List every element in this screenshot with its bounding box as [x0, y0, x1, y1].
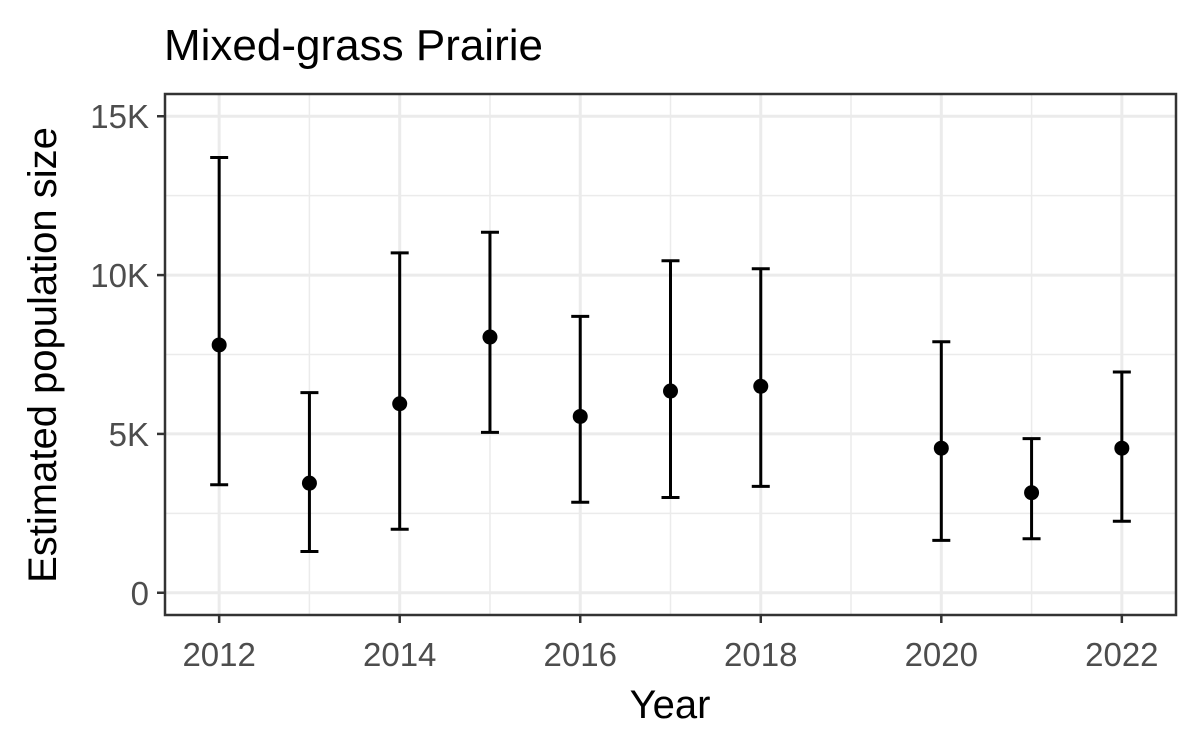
data-point: [1114, 440, 1130, 456]
data-points: [211, 329, 1130, 501]
data-point: [753, 378, 769, 394]
y-tick-label: 0: [131, 575, 149, 612]
y-tick-label: 5K: [109, 416, 149, 453]
x-tick-label: 2014: [363, 636, 436, 673]
data-point: [1024, 485, 1040, 501]
chart-title: Mixed-grass Prairie: [164, 21, 543, 70]
data-point: [933, 440, 949, 456]
data-point: [663, 383, 678, 399]
x-tick-label: 2012: [182, 636, 255, 673]
x-tick-label: 2020: [905, 636, 978, 673]
data-point: [211, 337, 227, 353]
error-bar: [661, 259, 680, 499]
x-tick-label: 2018: [724, 636, 797, 673]
y-tick-label: 10K: [90, 257, 149, 294]
error-bar: [300, 391, 319, 553]
error-bar: [751, 267, 770, 488]
data-point: [392, 396, 408, 412]
y-tick-label: 15K: [90, 98, 149, 135]
error-bar: [210, 156, 229, 487]
axis-ticks: [157, 114, 1124, 623]
panel-border: [163, 92, 1178, 617]
x-tick-label: 2016: [544, 636, 617, 673]
x-tick-label: 2022: [1085, 636, 1158, 673]
axis-tick-labels: 2012 2014 2016 2018 2020 2022 0 5K 10K 15K: [90, 98, 1158, 673]
data-point: [301, 475, 317, 491]
y-axis-title: Estimated population size: [21, 127, 65, 583]
data-point: [482, 329, 498, 345]
data-point: [572, 408, 588, 424]
x-axis-title: Year: [630, 683, 711, 727]
error-bar: [390, 251, 409, 531]
